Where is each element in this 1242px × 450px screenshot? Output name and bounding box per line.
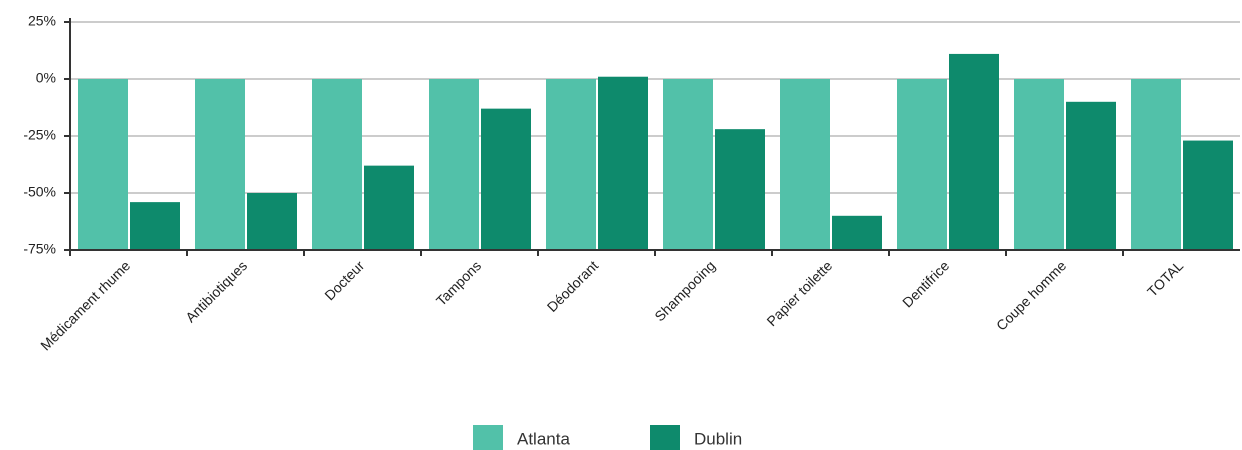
x-tick-label: Shampooing: [651, 257, 718, 324]
bar: [312, 79, 362, 250]
y-tick-label: 0%: [36, 70, 56, 86]
x-tick-label: TOTAL: [1144, 257, 1186, 299]
x-tick-label: Dentifrice: [899, 257, 952, 310]
y-tick-label: -75%: [23, 241, 56, 257]
bar: [546, 79, 596, 250]
bar: [949, 53, 999, 250]
bar: [1131, 79, 1181, 250]
legend-label: Dublin: [694, 429, 742, 448]
bar: [78, 79, 128, 250]
bar: [1066, 101, 1116, 250]
y-tick-label: 25%: [28, 13, 56, 29]
bar: [1014, 79, 1064, 250]
legend-label: Atlanta: [517, 429, 570, 448]
x-tick-label: Docteur: [321, 257, 367, 303]
bar: [663, 79, 713, 250]
y-tick-label: -25%: [23, 127, 56, 143]
x-tick-label: Antibiotiques: [182, 257, 250, 325]
x-tick-label: Déodorant: [544, 257, 602, 315]
bar: [130, 202, 180, 250]
bar: [598, 76, 648, 250]
bar: [429, 79, 479, 250]
x-tick-label: Coupe homme: [993, 257, 1069, 333]
legend-swatch: [473, 425, 503, 450]
bar: [715, 129, 765, 250]
bar: [897, 79, 947, 250]
bar: [247, 193, 297, 250]
y-tick-label: -50%: [23, 184, 56, 200]
bar: [832, 215, 882, 250]
bar: [364, 165, 414, 250]
x-tick-label: Tampons: [433, 257, 484, 308]
legend-swatch: [650, 425, 680, 450]
bar: [1183, 140, 1233, 250]
x-tick-label: Médicament rhume: [37, 257, 133, 353]
bar: [780, 79, 830, 250]
x-tick-label: Papier toilette: [763, 257, 835, 329]
bar: [195, 79, 245, 250]
bar: [481, 108, 531, 250]
